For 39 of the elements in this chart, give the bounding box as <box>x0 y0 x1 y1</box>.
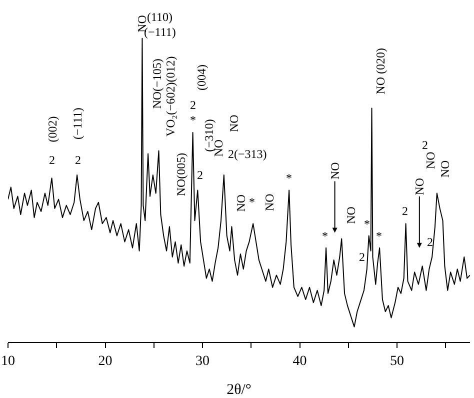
annotation: (−310) <box>202 119 216 152</box>
annotation: NO <box>328 162 342 180</box>
annotation: * <box>249 195 255 209</box>
annotation: 2 <box>422 138 428 152</box>
text: NO <box>134 14 149 32</box>
x-tick-label: 40 <box>292 354 307 369</box>
annotation: * <box>286 171 292 185</box>
annotation: NO <box>423 151 438 169</box>
annotation: NO(−105) <box>150 58 164 109</box>
annotation: NO <box>344 206 358 224</box>
text: (110) <box>147 10 173 24</box>
annotation: (004) <box>194 64 209 90</box>
annotation: NO(005) <box>174 152 188 196</box>
x-tick-label: 30 <box>196 354 210 369</box>
x-tick-label: 10 <box>1 354 15 369</box>
annotation: NO <box>438 160 452 178</box>
annotation: 2 <box>75 153 81 167</box>
annotation: 2 <box>402 204 408 218</box>
x-tick-label: 20 <box>98 354 112 369</box>
x-tick-label: 50 <box>390 354 404 369</box>
annotation: 2 <box>359 250 365 264</box>
annotation: * <box>190 113 196 127</box>
annotation: * <box>364 217 370 231</box>
annotation: 2 <box>190 98 196 112</box>
annotation: 2 <box>197 168 203 182</box>
annotation: (002) <box>45 116 60 142</box>
annotation: * <box>376 229 382 243</box>
annotation: NO <box>412 178 427 196</box>
annotation: (−111) <box>70 108 85 140</box>
x-axis-title: 2θ/° <box>226 382 252 398</box>
annotation: 2 <box>49 153 55 167</box>
annotation: 2(−313) <box>228 147 267 161</box>
annotation: VO₂(−602)(012) <box>163 56 178 137</box>
annotation: NO <box>227 114 242 132</box>
annotation: NO <box>262 193 276 211</box>
annotation: * <box>322 229 328 243</box>
annotation: 2 <box>427 235 433 249</box>
annotation: NO <box>234 194 248 212</box>
annotation: NO (020) <box>374 48 388 94</box>
